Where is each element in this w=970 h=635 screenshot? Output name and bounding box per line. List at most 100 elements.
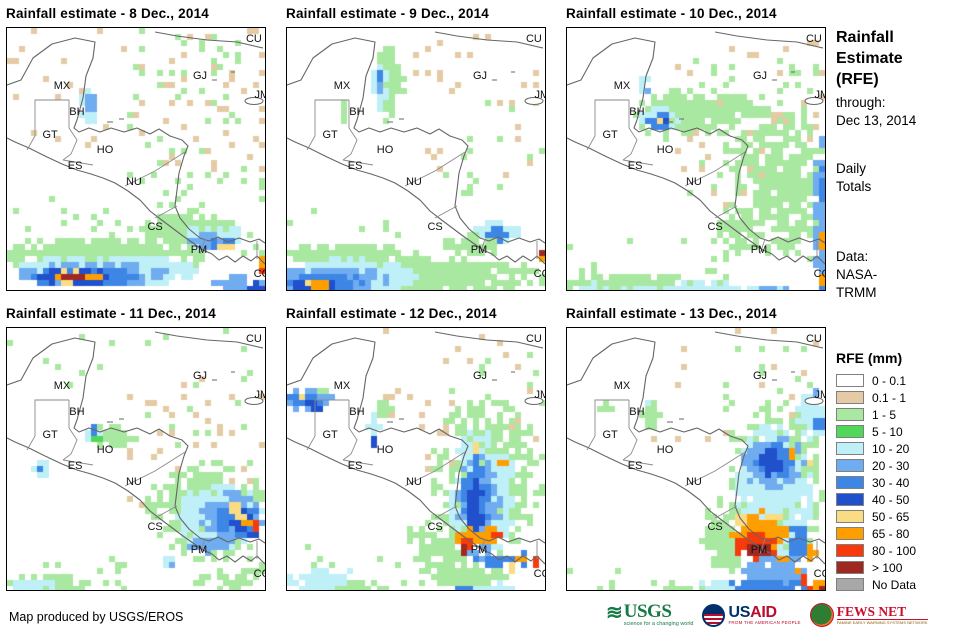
through-label: through: (836, 95, 886, 110)
country-label-nu: NU (125, 175, 142, 188)
legend-entry: 5 - 10 (836, 423, 916, 440)
usaid-wordmark: USAID (728, 603, 800, 621)
usgs-logo: ≋ USGS science for a changing world (606, 601, 693, 627)
legend-label: No Data (872, 577, 917, 592)
usaid-us: US (728, 603, 751, 621)
rainfall-raster (567, 28, 825, 290)
country-label-gj: GJ (192, 369, 207, 382)
panel-title: Rainfall estimate - 13 Dec., 2014 (566, 306, 777, 321)
country-label-jm: JM (254, 88, 265, 101)
legend-entry: 0.1 - 1 (836, 389, 916, 406)
country-label-es: ES (67, 459, 83, 472)
map-panel-5: Rainfall estimate - 12 Dec., 2014 CU GJ J M… (286, 306, 546, 591)
fewsnet-tagline: FAMINE EARLY WARNING SYSTEMS NETWORK (836, 619, 928, 625)
country-label-cu: CU (805, 33, 822, 45)
country-label-co: CO (813, 568, 825, 581)
legend-title: RFE (mm) (836, 350, 903, 366)
country-label-nu: NU (405, 475, 422, 488)
legend-rows: 0 - 0.1 0.1 - 1 1 - 5 5 - 10 10 - 20 20 - 30 3… (836, 372, 916, 593)
legend-swatch (836, 493, 864, 506)
legend: RFE (mm) 0 - 0.1 0.1 - 1 1 - 5 5 - 10 10 - 2… (836, 350, 916, 593)
country-label-pm: PM (750, 544, 768, 557)
basemap-outline (567, 331, 825, 565)
country-label-gt: GT (602, 428, 618, 441)
country-label-cs: CS (707, 221, 723, 234)
map-panel-3: Rainfall estimate - 10 Dec., 2014 CU GJ J M… (566, 6, 826, 291)
country-label-mx: MX (53, 79, 71, 92)
rainfall-raster (287, 328, 545, 590)
legend-entry: 30 - 40 (836, 474, 916, 491)
country-label-nu: NU (125, 475, 142, 488)
country-label-gt: GT (322, 428, 338, 441)
country-label-cu: CU (805, 333, 822, 345)
legend-label: > 100 (872, 560, 903, 575)
country-label-jm: JM (534, 388, 545, 401)
country-label-ho: HO (656, 143, 674, 156)
country-label-gj: GJ (192, 69, 207, 82)
country-label-mx: MX (333, 379, 351, 392)
usgs-wordmark: USGS (623, 601, 672, 622)
country-label-cu: CU (245, 33, 262, 45)
country-label-gj: GJ (472, 69, 487, 82)
map-panel-4: Rainfall estimate - 11 Dec., 2014 CU GJ J M… (6, 306, 266, 591)
country-label-co: CO (533, 268, 545, 281)
country-label-ho: HO (376, 143, 394, 156)
basemap-outline (7, 31, 265, 265)
country-label-bh: BH (629, 405, 645, 418)
panel-title: Rainfall estimate - 10 Dec., 2014 (566, 6, 777, 21)
rainfall-raster (567, 328, 825, 590)
country-label-co: CO (253, 568, 265, 581)
country-label-jm: JM (814, 88, 825, 101)
legend-swatch (836, 408, 864, 421)
basemap-outline (567, 31, 825, 265)
country-label-nu: NU (685, 475, 702, 488)
country-label-cs: CS (427, 521, 443, 534)
country-label-mx: MX (53, 379, 71, 392)
country-label-bh: BH (69, 405, 85, 418)
usgs-wave-icon: ≋ (606, 602, 623, 624)
usaid-seal-icon (702, 603, 726, 627)
country-label-gt: GT (602, 128, 618, 141)
sidebar-title-line: Rainfall (836, 29, 894, 46)
legend-label: 5 - 10 (872, 424, 903, 439)
legend-label: 40 - 50 (872, 492, 910, 507)
country-label-pm: PM (470, 544, 488, 557)
legend-swatch (836, 391, 864, 404)
usaid-aid: AID (750, 603, 777, 621)
legend-swatch (836, 561, 864, 574)
country-label-mx: MX (613, 79, 631, 92)
country-label-gt: GT (42, 428, 58, 441)
legend-label: 80 - 100 (872, 543, 917, 558)
data-source-line: NASA- (836, 267, 878, 282)
legend-swatch (836, 544, 864, 557)
country-label-es: ES (627, 159, 643, 172)
country-label-cu: CU (245, 333, 262, 345)
through-date: Dec 13, 2014 (836, 113, 917, 128)
fewsnet-globe-icon (809, 603, 834, 627)
logo-bar: ≋ USGS science for a changing world USAI… (606, 600, 928, 630)
legend-entry: 40 - 50 (836, 491, 916, 508)
legend-entry: No Data (836, 576, 916, 593)
country-label-es: ES (627, 459, 643, 472)
legend-label: 65 - 80 (872, 526, 910, 541)
rainfall-raster (7, 28, 265, 290)
country-label-es: ES (347, 459, 363, 472)
panel-title: Rainfall estimate - 12 Dec., 2014 (286, 306, 497, 321)
sidebar-data-source: Data: NASA- TRMM (836, 248, 877, 302)
basemap-outline (7, 331, 265, 565)
legend-entry: 1 - 5 (836, 406, 916, 423)
country-label-co: CO (813, 268, 825, 281)
legend-label: 0.1 - 1 (872, 390, 907, 405)
country-label-ho: HO (376, 443, 394, 456)
legend-swatch (836, 527, 864, 540)
sidebar-title-line: Estimate (836, 50, 903, 67)
daily-line: Daily (836, 161, 867, 176)
country-label-gj: GJ (752, 69, 767, 82)
legend-entry: 50 - 65 (836, 508, 916, 525)
sidebar-title-line: (RFE) (836, 71, 879, 88)
country-label-pm: PM (470, 244, 488, 257)
legend-entry: > 100 (836, 559, 916, 576)
country-label-pm: PM (750, 244, 768, 257)
legend-label: 0 - 0.1 (872, 373, 907, 388)
country-label-ho: HO (96, 143, 114, 156)
